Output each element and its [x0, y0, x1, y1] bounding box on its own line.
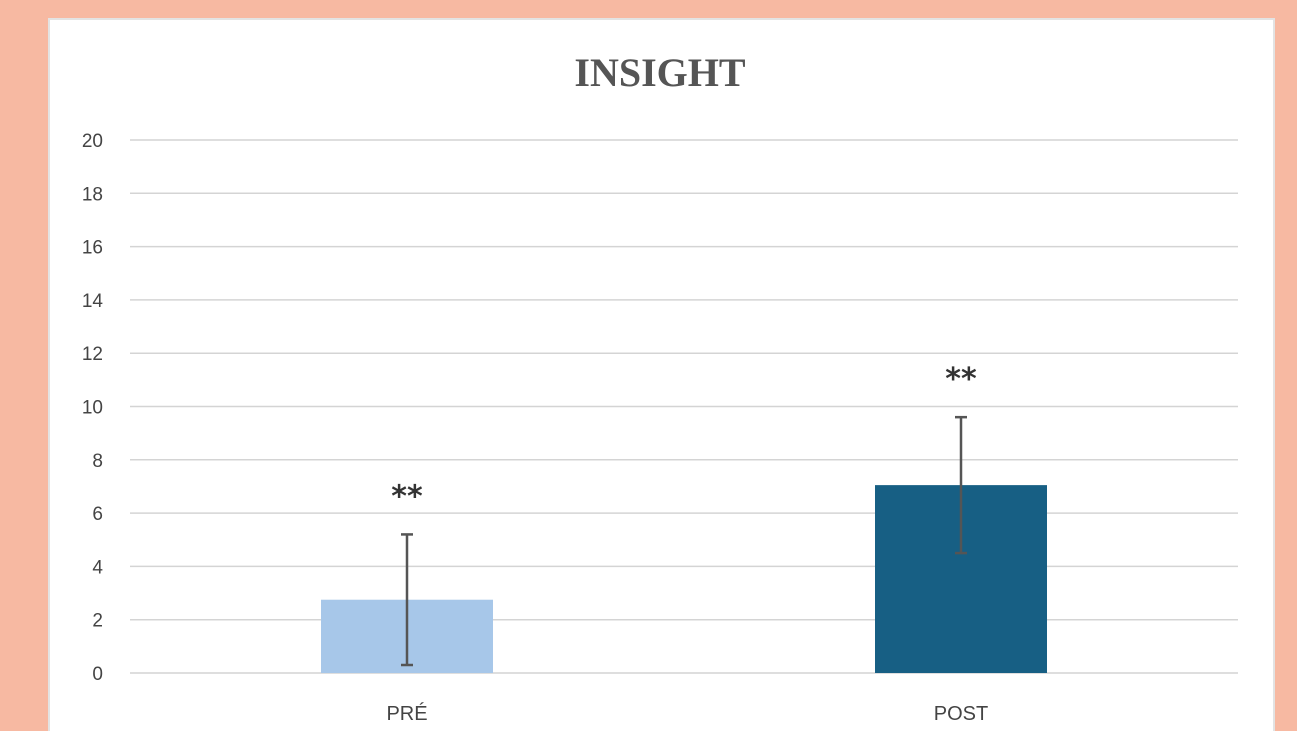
- y-tick-label-8: 8: [92, 451, 103, 472]
- y-tick-label-18: 18: [82, 184, 103, 205]
- x-category-label-0: PRÉ: [386, 702, 427, 725]
- y-tick-label-20: 20: [82, 131, 103, 152]
- x-category-label-1: POST: [934, 703, 988, 725]
- x-axis-categories: PRÉ POST: [386, 702, 988, 725]
- error-bars: [401, 415, 967, 667]
- y-tick-label-2: 2: [92, 611, 103, 632]
- y-tick-label-6: 6: [92, 504, 103, 525]
- y-tick-label-10: 10: [82, 398, 103, 419]
- y-tick-label-14: 14: [82, 291, 104, 312]
- significance-label-0: **: [391, 479, 423, 514]
- y-tick-label-0: 0: [92, 664, 103, 685]
- significance-label-1: **: [945, 362, 977, 397]
- y-tick-label-4: 4: [92, 557, 103, 578]
- chart-title: INSIGHT: [574, 50, 745, 95]
- y-tick-label-12: 12: [82, 344, 103, 365]
- y-axis-ticks: 0 2 4 6 8 10 12 14 16 18 20: [82, 131, 104, 685]
- gridlines: [130, 139, 1238, 674]
- significance-labels: ** **: [391, 362, 977, 514]
- y-tick-label-16: 16: [82, 238, 103, 259]
- chart-panel: [48, 18, 1275, 731]
